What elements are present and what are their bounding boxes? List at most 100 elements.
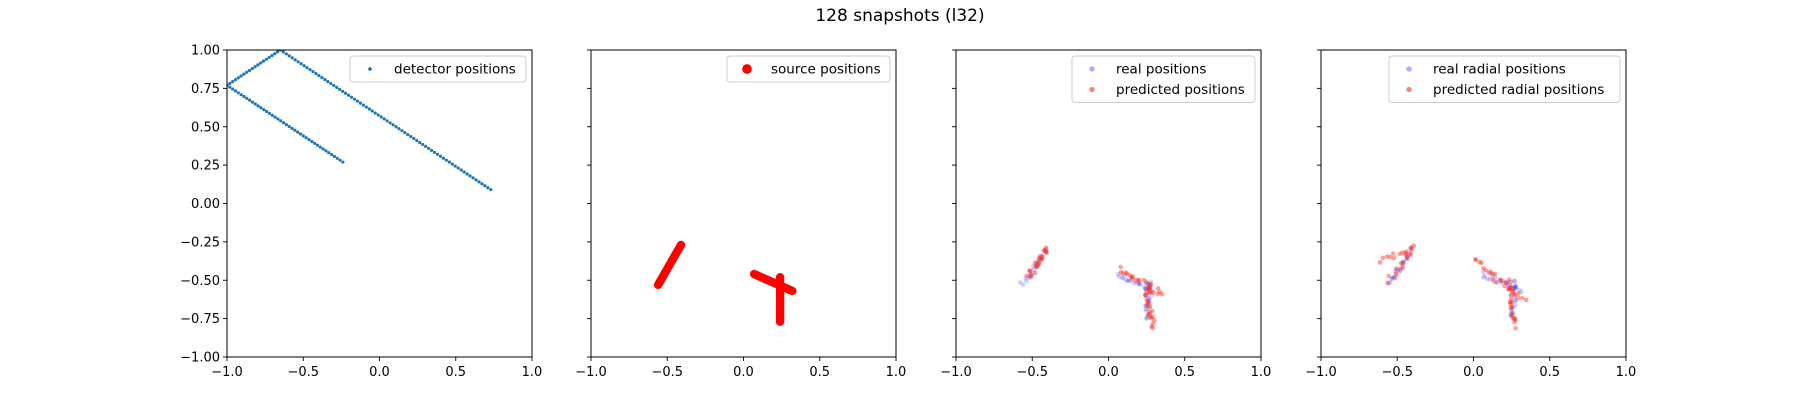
data-point xyxy=(1157,289,1163,295)
data-point xyxy=(1507,286,1513,292)
data-point xyxy=(1386,273,1391,279)
data-point xyxy=(1027,273,1032,278)
data-point xyxy=(346,93,351,97)
data-point xyxy=(474,178,478,182)
data-point xyxy=(1519,289,1524,295)
data-point xyxy=(1135,280,1140,286)
data-point xyxy=(1143,292,1148,297)
data-point xyxy=(236,76,240,80)
data-point xyxy=(1385,280,1390,286)
data-point xyxy=(489,188,493,192)
data-point xyxy=(1036,256,1042,261)
data-point xyxy=(1037,255,1043,260)
data-point xyxy=(1039,256,1044,261)
data-point xyxy=(1508,311,1514,317)
series-1 xyxy=(1386,246,1524,321)
data-point xyxy=(1490,276,1496,282)
data-point xyxy=(1116,274,1122,279)
x-tick-label: −1.0 xyxy=(1305,365,1337,380)
data-point xyxy=(385,119,389,123)
data-point xyxy=(1406,252,1412,257)
data-point xyxy=(1397,251,1403,257)
data-point xyxy=(1123,270,1129,275)
data-point xyxy=(1513,317,1518,323)
data-point xyxy=(1147,296,1152,301)
data-point xyxy=(397,127,401,131)
data-point xyxy=(293,58,297,62)
data-point xyxy=(1499,281,1504,286)
data-point xyxy=(261,59,266,63)
data-point xyxy=(1152,318,1157,323)
data-point xyxy=(1150,308,1155,314)
data-point xyxy=(1408,245,1414,250)
x-tick-label: −1.0 xyxy=(940,365,972,380)
data-point xyxy=(486,186,490,190)
data-point xyxy=(329,81,333,86)
data-point xyxy=(1393,271,1399,277)
data-point xyxy=(1509,306,1514,311)
data-point xyxy=(1508,299,1514,304)
data-point xyxy=(1146,311,1151,317)
data-point xyxy=(1150,314,1156,320)
data-point xyxy=(1512,286,1517,292)
data-point xyxy=(338,87,342,91)
legend: source positions xyxy=(726,55,891,83)
data-point xyxy=(1038,253,1043,259)
data-point xyxy=(1405,256,1410,262)
data-point xyxy=(361,103,365,107)
data-point xyxy=(1391,274,1397,280)
data-point xyxy=(1146,281,1152,287)
data-point xyxy=(1473,257,1478,262)
data-point xyxy=(262,108,266,112)
data-point xyxy=(1505,280,1511,286)
data-point xyxy=(273,52,277,56)
data-point xyxy=(1147,287,1152,292)
data-point xyxy=(1508,313,1514,318)
data-point xyxy=(1503,280,1509,286)
data-point xyxy=(1027,269,1033,275)
data-point xyxy=(250,66,254,71)
data-point xyxy=(1118,270,1124,275)
data-point xyxy=(1510,305,1516,310)
data-point xyxy=(1144,308,1149,313)
data-point xyxy=(1143,281,1149,286)
data-point xyxy=(313,141,317,145)
x-tick-label: 1.0 xyxy=(1616,365,1637,380)
data-point xyxy=(1143,295,1149,300)
data-point xyxy=(453,164,457,168)
data-point xyxy=(1511,278,1517,284)
data-point xyxy=(1036,261,1042,267)
data-point xyxy=(301,134,305,138)
data-point xyxy=(315,143,320,147)
x-tick-label: 1.0 xyxy=(1251,365,1272,380)
data-point xyxy=(341,160,345,164)
data-point xyxy=(477,180,481,184)
data-point xyxy=(1500,278,1505,284)
data-point xyxy=(1144,303,1150,308)
data-point xyxy=(1400,261,1406,267)
data-point xyxy=(1507,284,1512,290)
data-point xyxy=(1127,273,1133,278)
data-point xyxy=(1142,284,1147,290)
data-point xyxy=(1147,282,1152,288)
data-point xyxy=(264,109,269,114)
data-point xyxy=(302,64,306,68)
x-tick-label: 0.5 xyxy=(1174,365,1195,380)
data-point xyxy=(424,144,428,149)
data-point xyxy=(1513,302,1518,308)
data-point xyxy=(1024,279,1029,284)
data-point xyxy=(1513,297,1518,303)
data-point xyxy=(1142,292,1148,298)
data-point xyxy=(1508,291,1514,297)
data-point xyxy=(308,68,312,72)
data-point xyxy=(1516,287,1522,293)
data-point xyxy=(1523,297,1529,303)
data-point xyxy=(400,129,404,133)
data-point xyxy=(1035,262,1040,268)
data-point xyxy=(298,132,303,136)
data-point xyxy=(1027,268,1032,273)
x-tick-label: 0.5 xyxy=(445,365,466,380)
data-point xyxy=(1147,290,1152,296)
legend-label: real radial positions xyxy=(1433,62,1566,78)
data-point xyxy=(1026,275,1032,281)
